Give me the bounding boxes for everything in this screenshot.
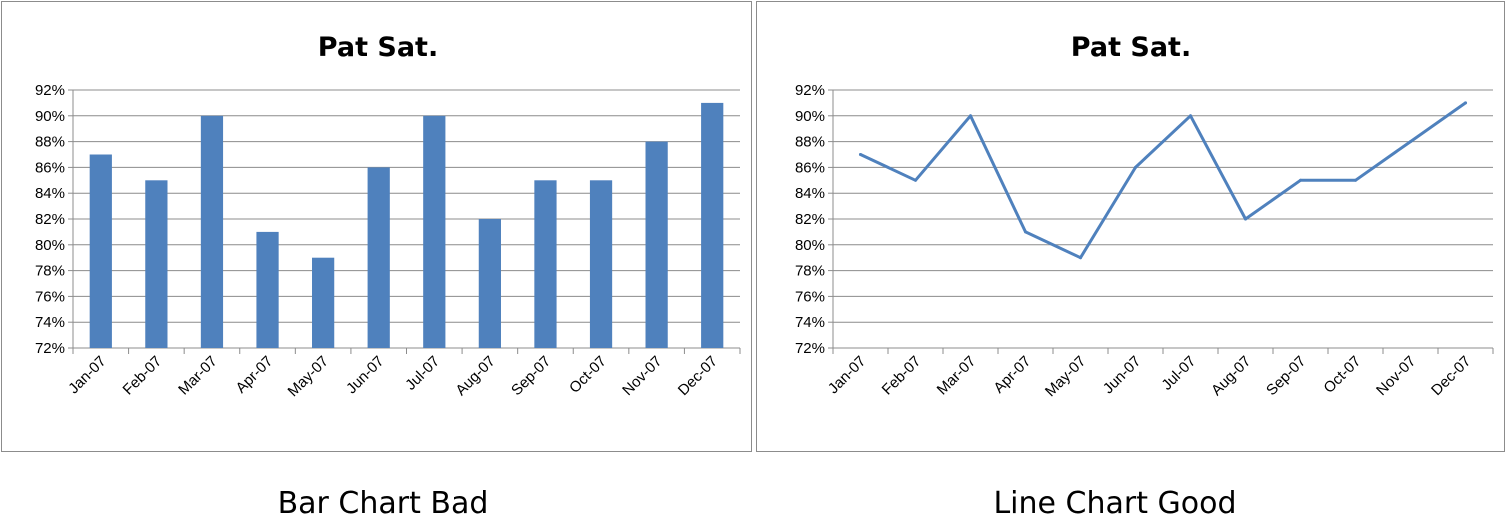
- y-tick-label: 90%: [795, 108, 825, 125]
- bar-Sep-07: [534, 180, 557, 348]
- x-tick-label: Apr-07: [990, 353, 1034, 397]
- line-point-Dec-07: [1464, 101, 1467, 105]
- bar-May-07: [312, 257, 335, 348]
- y-tick-label: 82%: [35, 211, 65, 228]
- x-tick-label: Mar-07: [934, 353, 980, 399]
- x-tick-label: May-07: [1042, 353, 1089, 400]
- y-tick-label: 80%: [795, 237, 825, 254]
- x-tick-label: Jan-07: [65, 353, 109, 397]
- bar-Jan-07: [89, 154, 112, 348]
- x-tick-label: Jun-07: [343, 353, 387, 397]
- line-chart-panel: Pat Sat. 72% 74% 76% 78% 80% 82% 84% 86% 88% 90% 92…: [756, 1, 1505, 452]
- y-tick-label: 78%: [795, 263, 825, 280]
- y-tick-label: 72%: [795, 340, 825, 357]
- line-point-Nov-07: [1409, 140, 1412, 144]
- bar-Mar-07: [200, 115, 224, 348]
- x-tick-label: Dec-07: [1428, 353, 1474, 399]
- x-tick-label: Feb-07: [879, 353, 925, 399]
- y-tick-label: 74%: [795, 314, 825, 331]
- x-tick-label: Sep-07: [508, 353, 554, 399]
- y-tick-label: 92%: [35, 82, 65, 99]
- x-tick-label: Oct-07: [566, 353, 610, 397]
- line-point-Mar-07: [969, 114, 972, 118]
- x-tick-label: Jul-07: [402, 353, 443, 394]
- x-tick-label: Nov-07: [1373, 353, 1419, 399]
- bar-Dec-07: [701, 102, 724, 349]
- x-tick-label: Jul-07: [1158, 353, 1199, 394]
- line-point-Feb-07: [914, 178, 917, 182]
- y-tick-label: 74%: [35, 314, 65, 331]
- y-tick-label: 88%: [35, 134, 65, 151]
- y-tick-label: 80%: [35, 237, 65, 254]
- y-tick-label: 92%: [795, 82, 825, 99]
- bar-Nov-07: [645, 141, 668, 348]
- x-tick-label: Mar-07: [175, 353, 221, 399]
- y-tick-label: 82%: [795, 211, 825, 228]
- x-tick-label: Nov-07: [619, 353, 665, 399]
- x-tick-label: Aug-07: [452, 353, 498, 399]
- bar-Aug-07: [478, 219, 501, 348]
- y-tick-label: 78%: [35, 263, 65, 280]
- x-tick-label: Sep-07: [1263, 353, 1309, 399]
- x-tick-label: Jan-07: [825, 353, 869, 397]
- line-point-May-07: [1079, 256, 1082, 260]
- y-tick-label: 76%: [795, 288, 825, 305]
- line-point-Sep-07: [1299, 178, 1302, 182]
- y-tick-label: 76%: [35, 288, 65, 305]
- line-point-Jun-07: [1134, 165, 1137, 169]
- line-point-Jan-07: [859, 153, 862, 156]
- bar-Feb-07: [145, 180, 168, 348]
- line-chart-caption: Line Chart Good: [993, 486, 1237, 521]
- x-tick-label: Feb-07: [120, 353, 166, 399]
- y-tick-label: 72%: [35, 340, 65, 357]
- y-tick-label: 84%: [795, 185, 825, 202]
- x-tick-label: Aug-07: [1208, 353, 1254, 399]
- bar-Jun-07: [367, 167, 390, 348]
- x-tick-label: Dec-07: [675, 353, 721, 399]
- line-point-Jul-07: [1189, 114, 1192, 118]
- line-point-Oct-07: [1354, 178, 1357, 182]
- x-tick-label: May-07: [285, 353, 332, 400]
- line-chart: Pat Sat. 72% 74% 76% 78% 80% 82% 84% 86% 88% 90% 92…: [795, 32, 1494, 400]
- x-tick-label: Jun-07: [1100, 353, 1144, 397]
- y-tick-label: 90%: [35, 108, 65, 125]
- chart-title: Pat Sat.: [318, 32, 438, 63]
- y-tick-label: 86%: [35, 159, 65, 176]
- bar-Apr-07: [256, 231, 279, 348]
- bar-chart: Pat Sat. 72% 74% 76% 78% 80% 82% 84% 86% 88% 90% 92…: [35, 32, 741, 400]
- series-line: [859, 101, 1467, 260]
- bar-Jul-07: [423, 115, 446, 348]
- bar-chart-caption: Bar Chart Bad: [277, 486, 489, 521]
- y-tick-label: 88%: [795, 134, 825, 151]
- chart-title: Pat Sat.: [1071, 32, 1191, 63]
- bar-Oct-07: [589, 180, 613, 348]
- bar-chart-panel: Pat Sat. 72% 74% 76% 78% 80% 82% 84% 86% 88% 90% 92…: [1, 1, 752, 452]
- x-tick-label: Apr-07: [233, 353, 277, 397]
- y-tick-label: 86%: [795, 159, 825, 176]
- y-tick-label: 84%: [35, 185, 65, 202]
- line-point-Apr-07: [1024, 230, 1027, 234]
- line-point-Aug-07: [1244, 217, 1247, 221]
- x-tick-label: Oct-07: [1320, 353, 1364, 397]
